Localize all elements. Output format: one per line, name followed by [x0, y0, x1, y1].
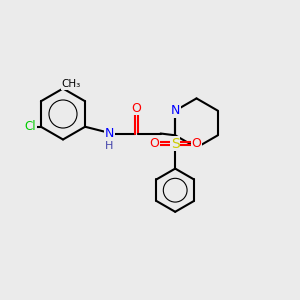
Text: S: S [171, 137, 180, 151]
Text: Cl: Cl [25, 120, 36, 133]
Text: N: N [105, 127, 114, 140]
Text: O: O [149, 137, 159, 150]
Text: O: O [132, 101, 141, 115]
Text: CH₃: CH₃ [62, 79, 81, 89]
Text: N: N [170, 104, 180, 117]
Text: O: O [191, 137, 201, 150]
Text: H: H [105, 141, 114, 151]
